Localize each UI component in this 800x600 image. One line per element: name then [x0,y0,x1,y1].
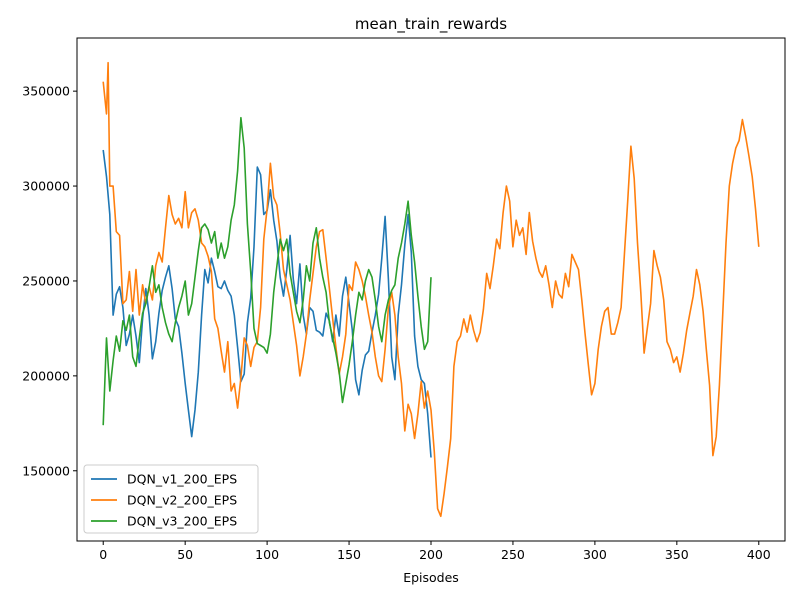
x-tick-label: 200 [419,547,443,562]
chart-title: mean_train_rewards [355,15,507,34]
x-tick-label: 0 [99,547,107,562]
x-tick-label: 400 [747,547,771,562]
y-tick-label: 150000 [22,463,70,478]
series-layer [102,61,760,518]
series-line-2 [102,61,760,518]
x-axis-label: Episodes [403,570,459,585]
x-tick-label: 150 [337,547,361,562]
x-tick-label: 300 [583,547,607,562]
series-line-3 [102,116,432,426]
legend-box [83,464,259,534]
y-tick-label: 350000 [22,84,70,99]
legend-label: DQN_v2_200_EPS [127,493,237,508]
x-axis: 0 50 100 150 200 250 300 350 400 [99,541,771,562]
y-tick-label: 300000 [22,179,70,194]
y-axis: 150000 200000 250000 300000 350000 [22,84,77,478]
legend: DQN_v1_200_EPS DQN_v2_200_EPS DQN_v3_200_E… [83,464,259,534]
y-tick-label: 250000 [22,273,70,288]
x-tick-label: 350 [665,547,689,562]
x-tick-label: 100 [255,547,279,562]
x-tick-label: 250 [501,547,525,562]
y-tick-label: 200000 [22,368,70,383]
legend-label: DQN_v1_200_EPS [127,472,237,487]
x-tick-label: 50 [177,547,193,562]
legend-label: DQN_v3_200_EPS [127,514,237,529]
